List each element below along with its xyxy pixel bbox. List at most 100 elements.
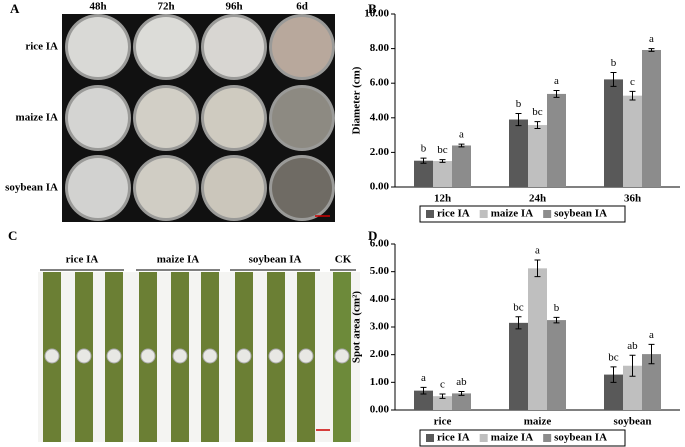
photo-panel-c xyxy=(38,272,360,442)
inoculation-spot xyxy=(106,348,122,364)
colony xyxy=(68,158,128,218)
legend-label: maize IA xyxy=(491,208,534,220)
colony xyxy=(136,88,196,148)
error-bar xyxy=(515,316,522,330)
inoculation-spot xyxy=(236,348,252,364)
panel-label: D xyxy=(368,228,377,243)
bar xyxy=(604,79,623,187)
column-label: 6d xyxy=(296,1,308,13)
error-bar xyxy=(610,71,617,87)
column-label: 72h xyxy=(157,1,174,13)
bar xyxy=(414,160,433,187)
bar xyxy=(623,365,642,410)
colony xyxy=(204,88,264,148)
significance-letter: bc xyxy=(437,144,448,156)
bar xyxy=(509,322,528,410)
y-tick-label: 1.00 xyxy=(370,376,390,388)
bar xyxy=(433,396,452,410)
significance-letter: a xyxy=(459,129,464,141)
colony xyxy=(272,17,332,77)
legend-box xyxy=(419,205,626,223)
colony xyxy=(272,158,332,218)
colony xyxy=(204,17,264,77)
legend-swatch xyxy=(479,210,488,218)
significance-letter: b xyxy=(421,143,427,155)
y-tick-label: 6.00 xyxy=(370,77,390,89)
group-label: maize IA xyxy=(157,254,200,266)
error-bar xyxy=(439,159,446,163)
row-label: rice IA xyxy=(25,41,58,53)
x-tick-label: soybean xyxy=(614,416,652,428)
legend-label: rice IA xyxy=(437,432,470,444)
significance-letter: bc xyxy=(532,106,543,118)
bar xyxy=(604,374,623,410)
group-label: soybean IA xyxy=(249,254,302,266)
legend-label: rice IA xyxy=(437,208,470,220)
significance-letter: ab xyxy=(456,376,467,388)
y-axis-label: Spot area (cm²) xyxy=(351,291,363,363)
panel-label: C xyxy=(8,228,17,243)
colony xyxy=(68,88,128,148)
error-bar xyxy=(648,343,655,365)
bar xyxy=(642,49,661,187)
legend-swatch xyxy=(543,210,552,218)
x-tick-label: maize xyxy=(524,416,552,428)
x-tick-label: 12h xyxy=(434,193,451,205)
inoculation-spot xyxy=(76,348,92,364)
inoculation-spot xyxy=(140,348,156,364)
inoculation-spot xyxy=(202,348,218,364)
bar xyxy=(528,125,547,187)
inoculation-spot xyxy=(298,348,314,364)
colony xyxy=(272,88,332,148)
error-bar xyxy=(458,143,465,148)
significance-letter: bc xyxy=(513,301,524,313)
y-tick-label: 8.00 xyxy=(370,42,390,54)
bar xyxy=(452,145,471,187)
significance-letter: a xyxy=(649,33,654,45)
error-bar xyxy=(534,259,541,278)
photo-panel-a xyxy=(62,14,335,222)
significance-letter: a xyxy=(649,329,654,341)
inoculation-spot xyxy=(268,348,284,364)
bar xyxy=(528,268,547,410)
legend-box xyxy=(419,429,626,447)
column-label: 96h xyxy=(225,1,242,13)
error-bar xyxy=(629,354,636,377)
error-bar xyxy=(458,390,465,396)
x-tick-label: 24h xyxy=(529,193,546,205)
dishes xyxy=(65,14,335,221)
group-label: CK xyxy=(335,254,352,266)
x-tick-label: 36h xyxy=(624,193,641,205)
y-tick-label: 6.00 xyxy=(370,238,390,250)
colony xyxy=(136,17,196,77)
bar xyxy=(433,161,452,187)
legend-swatch xyxy=(426,434,434,442)
significance-letter: bc xyxy=(608,351,619,363)
significance-letter: b xyxy=(611,57,617,69)
panel-label: B xyxy=(368,1,377,16)
error-bar xyxy=(648,48,655,52)
error-bar xyxy=(439,393,446,399)
leaves xyxy=(43,272,351,442)
y-tick-label: 4.00 xyxy=(370,111,390,123)
significance-letter: ab xyxy=(627,340,638,352)
legend-label: soybean IA xyxy=(554,432,607,444)
colony xyxy=(68,17,128,77)
group-label: rice IA xyxy=(66,254,99,266)
bar xyxy=(623,95,642,187)
y-tick-label: 0.00 xyxy=(370,404,390,416)
bar xyxy=(547,320,566,410)
significance-letter: a xyxy=(421,372,426,384)
error-bar xyxy=(420,386,427,395)
error-bar xyxy=(629,90,636,101)
error-bar xyxy=(515,112,522,127)
bar xyxy=(509,119,528,187)
column-label: 48h xyxy=(89,1,106,13)
y-axis-label: Diameter (cm) xyxy=(351,66,363,134)
colony xyxy=(136,158,196,218)
legend-swatch xyxy=(479,434,488,442)
significance-letter: b xyxy=(516,98,522,110)
bar xyxy=(414,390,433,410)
bar xyxy=(547,93,566,187)
